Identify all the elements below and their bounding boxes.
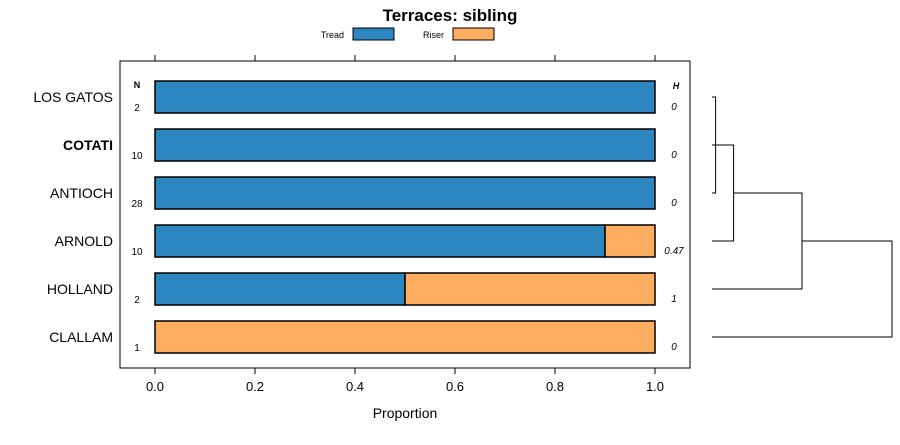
dendrogram bbox=[712, 96, 893, 338]
bars-group bbox=[154, 80, 656, 354]
bar-los-gatos-tread bbox=[154, 80, 656, 114]
x-tick-label: 0.6 bbox=[446, 379, 464, 394]
h-value-clallam: 0 bbox=[671, 342, 677, 353]
x-tick-label: 0.8 bbox=[546, 379, 564, 394]
h-value-holland: 1 bbox=[671, 294, 677, 305]
h-value-antioch: 0 bbox=[671, 198, 677, 209]
bar-cotati-tread bbox=[154, 128, 656, 162]
bar-clallam-riser bbox=[154, 320, 656, 354]
bar-holland-riser bbox=[404, 272, 656, 306]
h-column-header: H bbox=[673, 81, 680, 91]
category-label-los-gatos: LOS GATOS bbox=[33, 89, 113, 105]
bar-holland-tread bbox=[154, 272, 406, 306]
n-value-antioch: 28 bbox=[131, 199, 143, 210]
legend-label-riser: Riser bbox=[423, 30, 444, 40]
chart-title: Terraces: sibling bbox=[383, 6, 518, 25]
x-tick-label: 0.0 bbox=[146, 379, 164, 394]
h-value-los-gatos: 0 bbox=[671, 102, 677, 113]
h-value-arnold: 0.47 bbox=[664, 246, 684, 257]
category-label-cotati: COTATI bbox=[63, 137, 113, 153]
bar-antioch-tread bbox=[154, 176, 656, 210]
x-axis: 0.0 0.2 0.4 0.6 0.8 1.0 bbox=[146, 55, 664, 394]
category-label-antioch: ANTIOCH bbox=[50, 185, 113, 201]
bar-arnold-tread bbox=[154, 224, 606, 258]
x-axis-label: Proportion bbox=[373, 405, 438, 421]
category-label-clallam: CLALLAM bbox=[49, 329, 113, 345]
n-value-cotati: 10 bbox=[131, 151, 143, 162]
legend-label-tread: Tread bbox=[321, 30, 344, 40]
category-label-holland: HOLLAND bbox=[47, 281, 113, 297]
bar-arnold-riser bbox=[604, 224, 656, 258]
category-label-arnold: ARNOLD bbox=[55, 233, 113, 249]
legend-swatch-tread bbox=[352, 27, 395, 41]
x-tick-label: 1.0 bbox=[646, 379, 664, 394]
dendrogram-branch bbox=[712, 240, 893, 338]
x-tick-label: 0.2 bbox=[246, 379, 264, 394]
x-tick-label: 0.4 bbox=[346, 379, 364, 394]
n-value-arnold: 10 bbox=[131, 247, 143, 258]
legend: Tread Riser bbox=[321, 27, 495, 41]
n-value-holland: 2 bbox=[134, 295, 140, 306]
legend-swatch-riser bbox=[452, 27, 495, 41]
n-value-los-gatos: 2 bbox=[134, 103, 140, 114]
plot-frame bbox=[119, 60, 691, 369]
n-value-clallam: 1 bbox=[134, 343, 140, 354]
n-column-header: N bbox=[134, 80, 141, 90]
h-value-cotati: 0 bbox=[671, 150, 677, 161]
